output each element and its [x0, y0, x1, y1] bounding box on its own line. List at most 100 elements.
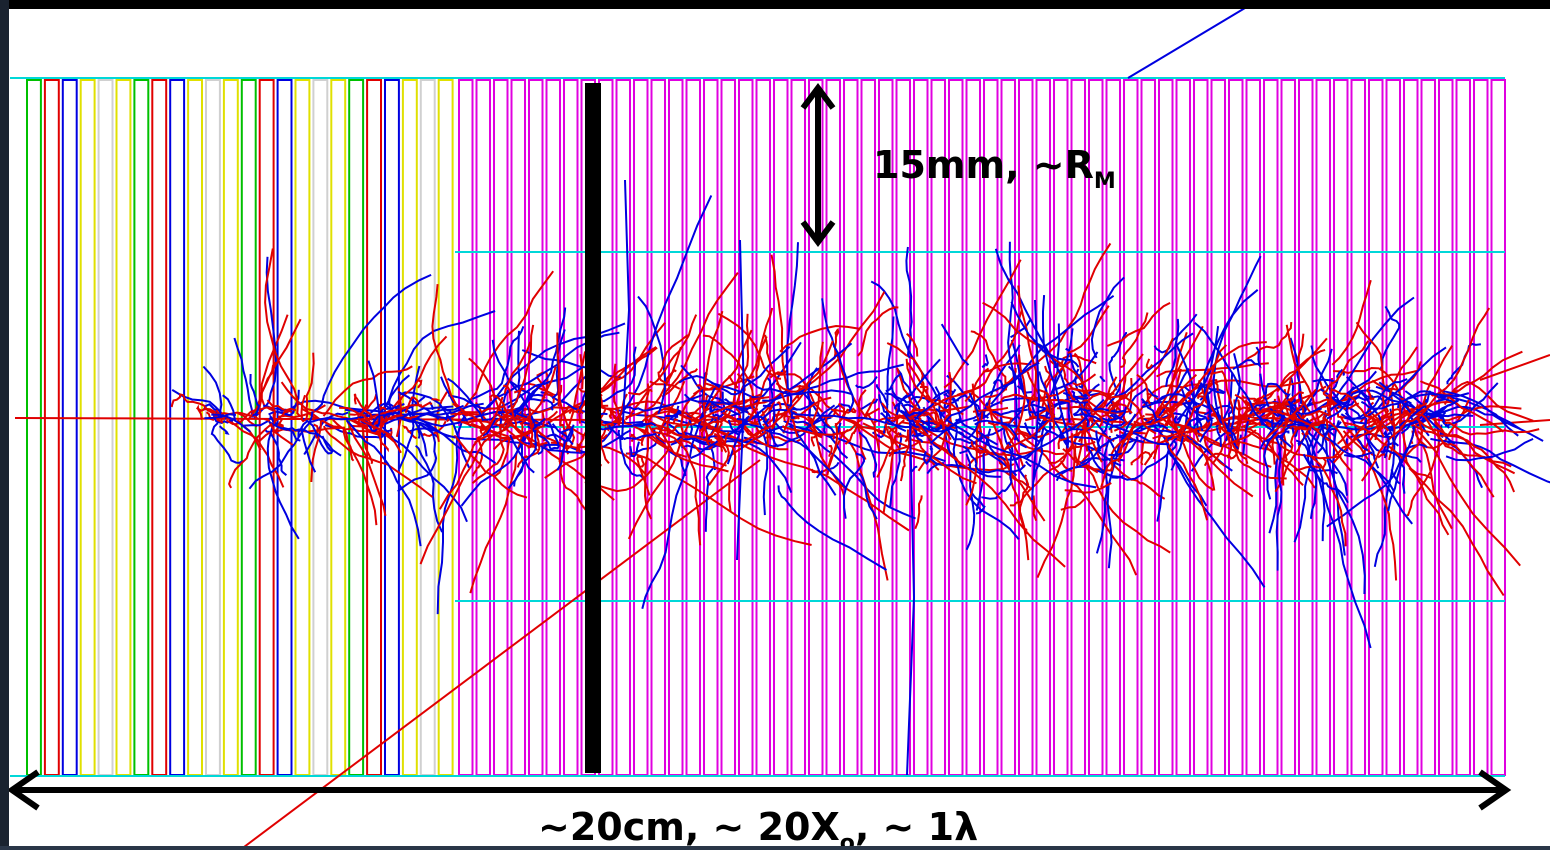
- particle-track: [641, 410, 700, 423]
- particle-track: [629, 433, 647, 443]
- particle-track: [1042, 295, 1070, 449]
- particle-track: [1036, 433, 1076, 578]
- particle-track: [264, 427, 288, 476]
- particle-track: [434, 391, 448, 443]
- particle-track: [657, 334, 689, 385]
- particle-track: [735, 307, 774, 422]
- particle-track: [683, 393, 756, 410]
- particle-track: [501, 324, 535, 419]
- particle-track: [313, 273, 432, 412]
- particle-track: [914, 495, 923, 530]
- particle-track: [551, 423, 574, 446]
- particle-track: [1007, 365, 1042, 422]
- particle-track: [1143, 417, 1266, 588]
- particle-track: [322, 365, 413, 417]
- shower-tracks: [14, 7, 1550, 850]
- particle-track: [1010, 301, 1080, 368]
- marker-bar: [585, 83, 601, 773]
- particle-track: [398, 405, 454, 416]
- particle-track: [264, 418, 295, 447]
- particle-track: [905, 246, 913, 359]
- particle-track: [1156, 362, 1269, 378]
- particle-track: [1065, 347, 1084, 389]
- particle-track: [1415, 417, 1516, 493]
- left-frame: [0, 0, 9, 850]
- particle-track: [696, 384, 723, 391]
- particle-track: [858, 472, 878, 520]
- particle-track: [346, 420, 387, 516]
- particle-track: [893, 358, 941, 410]
- particle-track: [401, 425, 418, 440]
- particle-track: [906, 419, 916, 776]
- particle-track: [1387, 425, 1415, 512]
- particle-track: [1280, 403, 1295, 422]
- particle-track: [1203, 255, 1262, 408]
- particle-track: [1443, 441, 1495, 498]
- particle-track: [1099, 376, 1118, 412]
- particle-track: [663, 406, 910, 532]
- particle-track: [1239, 322, 1293, 367]
- particle-track: [1133, 341, 1267, 426]
- particle-track: [1009, 474, 1030, 507]
- particle-track: [1064, 482, 1112, 494]
- particle-track: [628, 314, 698, 396]
- particle-track: [641, 410, 707, 610]
- particle-track: [1384, 426, 1393, 432]
- particle-track: [842, 452, 866, 519]
- secondary-track: [1127, 7, 1246, 79]
- particle-track: [348, 393, 378, 416]
- particle-track: [974, 419, 1036, 430]
- particle-track: [1203, 438, 1226, 467]
- particle-track: [636, 455, 651, 496]
- particle-track: [1444, 421, 1540, 436]
- particle-track: [460, 419, 548, 448]
- particle-track: [262, 404, 287, 412]
- particle-track: [1107, 302, 1171, 347]
- length-text: ~20cm, ~ 20X: [538, 805, 840, 849]
- particle-track: [645, 423, 744, 448]
- particle-track: [450, 405, 505, 416]
- particle-track: [1073, 413, 1169, 446]
- particle-track: [303, 411, 349, 456]
- particle-track: [972, 406, 1009, 413]
- particle-track: [431, 398, 442, 402]
- particle-track: [1004, 415, 1055, 451]
- particle-track: [710, 345, 791, 396]
- particle-track: [398, 391, 471, 469]
- particle-track: [1062, 448, 1099, 474]
- particle-track: [215, 409, 224, 424]
- particle-track: [1418, 345, 1454, 407]
- particle-track: [1194, 321, 1269, 423]
- particle-track: [577, 446, 581, 453]
- particle-track: [1325, 419, 1353, 453]
- particle-track: [1099, 375, 1106, 383]
- particle-track: [943, 259, 1022, 389]
- particle-track: [1366, 386, 1375, 400]
- particle-track: [256, 361, 277, 415]
- particle-track: [815, 470, 824, 479]
- particle-track: [1293, 457, 1327, 472]
- particle-track: [211, 413, 251, 433]
- particle-track: [417, 379, 423, 389]
- particle-track: [823, 403, 853, 435]
- particle-track: [777, 485, 888, 571]
- particle-track: [1079, 407, 1090, 428]
- particle-track: [503, 341, 532, 395]
- particle-track: [345, 419, 422, 547]
- particle-track: [843, 417, 1015, 472]
- particle-track: [618, 392, 707, 416]
- particle-track: [893, 417, 922, 443]
- particle-track: [219, 425, 230, 436]
- particle-track: [301, 407, 333, 427]
- particle-track: [626, 452, 812, 546]
- particle-track: [844, 429, 857, 445]
- particle-track: [1017, 285, 1038, 402]
- particle-track: [971, 492, 986, 515]
- particle-track: [638, 427, 687, 458]
- particle-track: [1026, 371, 1050, 414]
- particle-track: [1343, 421, 1450, 536]
- particle-track: [1342, 430, 1398, 581]
- particle-track: [297, 419, 309, 437]
- particle-track: [1330, 389, 1390, 432]
- particle-track: [1165, 436, 1209, 521]
